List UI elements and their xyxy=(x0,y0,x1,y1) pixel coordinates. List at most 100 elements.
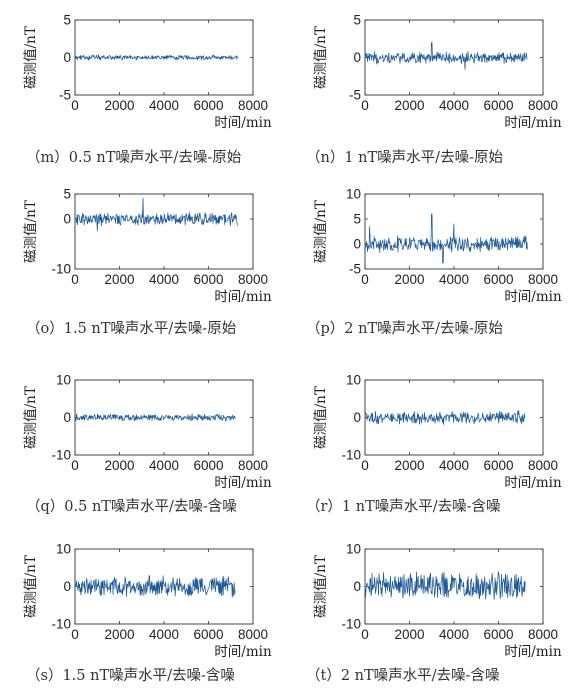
x-tick-label: 0 xyxy=(361,98,369,113)
x-tick-label: 2000 xyxy=(394,272,424,287)
x-tick-label: 6000 xyxy=(483,627,513,642)
x-axis-title: 时间/min xyxy=(504,475,562,491)
y-tick-label: 0 xyxy=(353,579,361,594)
x-tick-label: 0 xyxy=(71,458,79,473)
x-tick-label: 8000 xyxy=(528,272,558,287)
chart-panel-t: 10 0 -10 0 2000 4000 6000 8000 时间/min 磁测值/nT （t）2… xyxy=(290,529,580,697)
y-tick-label: 0 xyxy=(63,50,71,65)
y-tick-label: 10 xyxy=(346,373,361,388)
caption-s: （s）1.5 nT噪声水平/去噪-含噪 xyxy=(26,668,235,684)
caption-o: （o）1.5 nT噪声水平/去噪-原始 xyxy=(26,321,237,337)
y-tick-label: 5 xyxy=(353,212,361,227)
caption-m: （m）0.5 nT噪声水平/去噪-原始 xyxy=(26,150,242,166)
chart-panel-s: 10 0 -10 0 2000 4000 6000 8000 时间/min 磁测值/nT （s）1… xyxy=(0,529,290,697)
x-axis-title: 时间/min xyxy=(214,289,272,305)
series-line xyxy=(364,42,528,70)
x-tick-label: 4000 xyxy=(439,627,469,642)
x-axis-title: 时间/min xyxy=(504,115,562,131)
y-tick-label: -10 xyxy=(51,262,71,277)
y-axis-title: 磁测值/nT xyxy=(23,386,39,449)
y-tick-label: -10 xyxy=(341,617,361,632)
x-tick-label: 6000 xyxy=(193,627,223,642)
x-tick-label: 4000 xyxy=(439,458,469,473)
y-axis-title: 磁测值/nT xyxy=(313,26,329,89)
y-tick-label: -10 xyxy=(341,448,361,463)
x-tick-label: 2000 xyxy=(394,458,424,473)
x-tick-label: 6000 xyxy=(193,458,223,473)
x-tick-label: 2000 xyxy=(104,627,134,642)
x-tick-label: 8000 xyxy=(528,98,558,113)
x-tick-label: 8000 xyxy=(528,458,558,473)
y-tick-label: 10 xyxy=(56,542,71,557)
x-tick-label: 4000 xyxy=(149,272,179,287)
x-tick-label: 6000 xyxy=(483,272,513,287)
y-tick-label: -5 xyxy=(349,262,361,277)
y-tick-label: 0 xyxy=(353,237,361,252)
x-tick-label: 8000 xyxy=(238,272,268,287)
y-tick-label: 5 xyxy=(63,13,71,28)
x-tick-label: 6000 xyxy=(193,272,223,287)
y-tick-label: -5 xyxy=(59,88,71,103)
y-tick-label: 0 xyxy=(353,410,361,425)
chart-panel-o: 5 0 -10 0 2000 4000 6000 8000 时间/min 磁测值/nT （o）1.… xyxy=(0,174,290,349)
x-tick-label: 0 xyxy=(361,272,369,287)
x-tick-label: 6000 xyxy=(483,98,513,113)
x-tick-label: 4000 xyxy=(149,627,179,642)
series-line xyxy=(364,213,528,264)
chart-panel-q: 10 0 -10 0 2000 4000 6000 8000 时间/min 磁测值/nT （q）0… xyxy=(0,360,290,535)
y-axis-title: 磁测值/nT xyxy=(313,200,329,263)
x-tick-label: 2000 xyxy=(104,272,134,287)
y-tick-label: 0 xyxy=(63,579,71,594)
caption-r: （r）1 nT噪声水平/去噪-含噪 xyxy=(306,499,501,515)
caption-n: （n）1 nT噪声水平/去噪-原始 xyxy=(306,150,503,166)
x-tick-label: 8000 xyxy=(238,98,268,113)
chart-panel-n: 5 0 -5 0 2000 4000 6000 8000 时间/min 磁测值/nT （n）1 n… xyxy=(290,0,580,175)
series-line xyxy=(364,410,526,425)
caption-t: （t）2 nT噪声水平/去噪-含噪 xyxy=(306,668,500,684)
y-tick-label: 0 xyxy=(63,212,71,227)
x-tick-label: 4000 xyxy=(439,98,469,113)
x-axis-title: 时间/min xyxy=(504,289,562,305)
y-tick-label: -10 xyxy=(51,448,71,463)
x-tick-label: 0 xyxy=(361,458,369,473)
x-tick-label: 2000 xyxy=(104,98,134,113)
x-tick-label: 8000 xyxy=(528,627,558,642)
x-tick-label: 8000 xyxy=(238,627,268,642)
x-tick-label: 6000 xyxy=(193,98,223,113)
x-tick-label: 2000 xyxy=(394,627,424,642)
chart-panel-p: 10 5 0 -5 0 2000 4000 6000 8000 时间/min 磁测值/nT （p）2… xyxy=(290,174,580,349)
series-line xyxy=(74,54,238,61)
x-tick-label: 4000 xyxy=(149,98,179,113)
series-line xyxy=(74,575,236,598)
y-tick-label: 10 xyxy=(346,187,361,202)
y-tick-label: -5 xyxy=(349,88,361,103)
x-axis-title: 时间/min xyxy=(214,115,272,131)
caption-p: （p）2 nT噪声水平/去噪-原始 xyxy=(306,321,503,337)
y-axis-title: 磁测值/nT xyxy=(23,26,39,89)
y-tick-label: 5 xyxy=(353,13,361,28)
y-tick-label: 0 xyxy=(353,50,361,65)
y-axis-title: 磁测值/nT xyxy=(23,555,39,618)
y-tick-label: 10 xyxy=(346,542,361,557)
y-tick-label: 5 xyxy=(63,187,71,202)
x-tick-label: 0 xyxy=(71,98,79,113)
x-tick-label: 0 xyxy=(71,627,79,642)
x-tick-label: 0 xyxy=(361,627,369,642)
chart-panel-r: 10 0 -10 0 2000 4000 6000 8000 时间/min 磁测值/nT （r）1… xyxy=(290,360,580,535)
y-tick-label: 0 xyxy=(63,410,71,425)
y-axis-title: 磁测值/nT xyxy=(313,555,329,618)
x-axis-title: 时间/min xyxy=(504,644,562,660)
series-line xyxy=(74,413,236,422)
y-tick-label: -10 xyxy=(51,617,71,632)
x-tick-label: 6000 xyxy=(483,458,513,473)
x-tick-label: 4000 xyxy=(439,272,469,287)
x-tick-label: 8000 xyxy=(238,458,268,473)
x-tick-label: 2000 xyxy=(394,98,424,113)
y-tick-label: 10 xyxy=(56,373,71,388)
